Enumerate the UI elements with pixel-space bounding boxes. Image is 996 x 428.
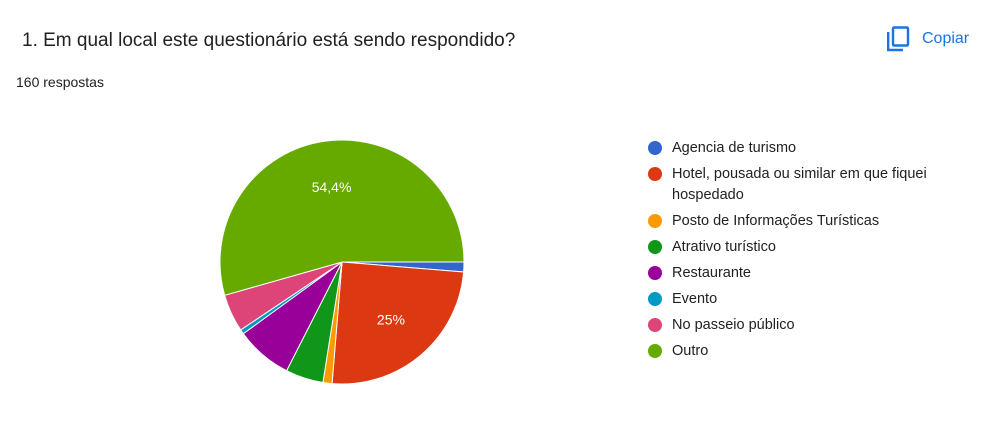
legend-label-7: Outro xyxy=(672,343,709,359)
legend-swatch-4 xyxy=(648,266,662,280)
pie-slice-1 xyxy=(331,261,465,385)
legend-label-4: Restaurante xyxy=(672,265,751,281)
legend-item-4: Restaurante xyxy=(648,263,978,284)
question-title: 1. Em qual local este questionário está … xyxy=(22,30,516,51)
legend-swatch-7 xyxy=(648,344,662,358)
pie-slice-7 xyxy=(219,139,465,296)
legend-swatch-0 xyxy=(648,141,662,155)
pie-chart: 25% 54,4% xyxy=(219,139,465,385)
legend-swatch-6 xyxy=(648,318,662,332)
copy-button[interactable]: Copiar xyxy=(886,26,969,52)
legend-item-7: Outro xyxy=(648,341,978,362)
chart-legend: Agencia de turismo Hotel, pousada ou simi… xyxy=(648,138,978,367)
legend-swatch-5 xyxy=(648,292,662,306)
legend-label-2: Posto de Informações Turísticas xyxy=(672,213,880,229)
response-count: 160 respostas xyxy=(16,74,104,90)
legend-swatch-2 xyxy=(648,214,662,228)
legend-label-0: Agencia de turismo xyxy=(672,140,797,156)
copy-button-label: Copiar xyxy=(922,30,970,47)
legend-item-2: Posto de Informações Turísticas xyxy=(648,211,978,232)
legend-item-5: Evento xyxy=(648,289,978,310)
legend-item-0: Agencia de turismo xyxy=(648,138,978,159)
copy-icon xyxy=(886,26,910,52)
legend-label-6: No passeio público xyxy=(672,317,795,333)
pie-slice-label-7: 54,4% xyxy=(312,179,352,195)
legend-label-5: Evento xyxy=(672,291,718,307)
legend-item-6: No passeio público xyxy=(648,315,978,336)
legend-label-3: Atrativo turístico xyxy=(672,239,776,255)
legend-item-3: Atrativo turístico xyxy=(648,237,978,258)
pie-slice-label-1: 25% xyxy=(377,312,405,328)
legend-item-1: Hotel, pousada ou similar em que fiquei … xyxy=(648,164,978,206)
legend-swatch-1 xyxy=(648,167,662,181)
legend-label-1: Hotel, pousada ou similar em que fiquei … xyxy=(672,166,927,203)
legend-swatch-3 xyxy=(648,240,662,254)
